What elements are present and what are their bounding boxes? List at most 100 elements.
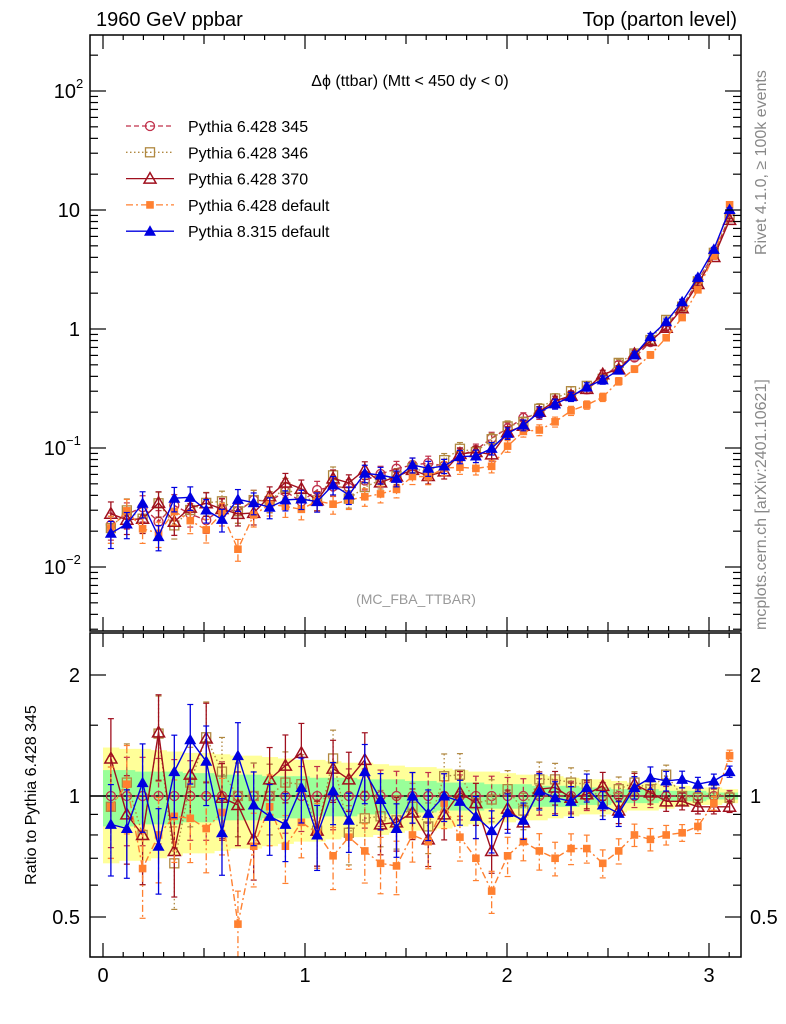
data-point [485, 824, 498, 836]
data-point [136, 497, 149, 508]
data-point [676, 295, 689, 307]
reference-uncertainty-band [90, 747, 741, 864]
data-point [614, 847, 623, 855]
data-point [168, 765, 181, 777]
data-point [549, 397, 562, 409]
series-line [110, 204, 731, 551]
ratio-panel-series [103, 694, 737, 957]
series-line [110, 738, 730, 847]
data-point [472, 464, 480, 473]
data-point [628, 348, 641, 360]
data-point [501, 427, 514, 438]
data-point [263, 501, 276, 512]
x-tick-label: 3 [703, 965, 714, 987]
data-point [406, 458, 419, 470]
data-point [376, 859, 385, 868]
data-point [662, 333, 670, 342]
legend-marker [144, 225, 156, 236]
data-point [152, 530, 165, 542]
data-point [422, 462, 435, 473]
data-point [438, 459, 451, 471]
data-point [612, 807, 625, 818]
y-tick-exponent: −2 [66, 552, 81, 567]
ratio-y-tick-label-left: 1 [69, 786, 80, 808]
y-tick-exponent: 2 [76, 76, 83, 91]
data-point [422, 807, 435, 818]
data-point [202, 824, 211, 833]
data-point [678, 313, 686, 322]
data-point [707, 243, 720, 254]
data-point [151, 724, 166, 738]
data-point [582, 401, 591, 409]
data-point [230, 506, 246, 520]
data-point [390, 822, 403, 834]
data-point [551, 418, 559, 426]
data-point [503, 851, 512, 860]
data-point [168, 492, 181, 503]
y-tick-label: 10 [44, 438, 66, 460]
series-line [110, 755, 731, 925]
data-point [596, 373, 609, 385]
data-point [533, 406, 546, 417]
x-tick-label: 1 [299, 965, 310, 987]
data-point [231, 749, 244, 761]
data-point [167, 514, 182, 527]
data-point [535, 426, 544, 434]
data-point [360, 492, 369, 501]
data-point [722, 212, 737, 226]
data-point [613, 784, 624, 795]
data-point [567, 406, 575, 415]
data-point [135, 827, 150, 841]
data-point [723, 203, 736, 215]
data-point [327, 478, 340, 490]
y-tick-label: 10 [44, 557, 66, 579]
data-point [151, 495, 166, 509]
legend-marker [144, 120, 156, 132]
y-tick-label: 10 [54, 81, 76, 103]
data-point [438, 790, 451, 801]
data-point [598, 393, 607, 401]
legend-marker [146, 201, 154, 209]
data-point [533, 784, 546, 796]
ratio-y-tick-label-left: 2 [69, 665, 80, 687]
legend-label: Pythia 6.428 370 [188, 172, 308, 189]
data-point [138, 864, 147, 873]
data-point [725, 751, 734, 760]
data-point [247, 496, 260, 508]
data-point [104, 818, 117, 829]
data-point [469, 810, 482, 821]
legend: Pythia 6.428 345 Pythia 6.428 346 Pythia 6… [126, 119, 330, 241]
data-point [376, 490, 385, 498]
plot-title: Δϕ (ttbar) (Mtt < 450 dy < 0) [311, 73, 509, 90]
data-point [360, 847, 369, 855]
data-point [662, 831, 670, 839]
data-point [390, 472, 403, 483]
data-point [503, 442, 512, 450]
data-point [247, 798, 260, 810]
header-energy-label: 1960 GeV ppbar [96, 9, 243, 31]
data-point [123, 507, 131, 515]
data-point [392, 862, 401, 870]
data-point [278, 758, 293, 771]
rivet-version-label: Rivet 4.1.0, ≥ 100k events [753, 70, 770, 255]
data-point [234, 545, 242, 553]
data-point [215, 513, 228, 524]
data-point [518, 790, 529, 802]
data-point [263, 810, 276, 821]
series-4-ratio [104, 703, 736, 895]
data-point [565, 390, 578, 402]
data-point [630, 831, 639, 839]
data-point [279, 493, 292, 505]
y-tick-label: 10 [58, 200, 80, 222]
data-point [691, 778, 704, 789]
data-point [691, 271, 704, 282]
data-point [580, 380, 593, 392]
legend-label: Pythia 6.428 default [188, 198, 330, 215]
data-point [660, 315, 673, 327]
data-point [311, 828, 324, 840]
ratio-panel-frame [89, 632, 742, 958]
data-point [186, 814, 195, 823]
series-line [110, 733, 730, 864]
legend-label: Pythia 6.428 345 [188, 119, 308, 136]
